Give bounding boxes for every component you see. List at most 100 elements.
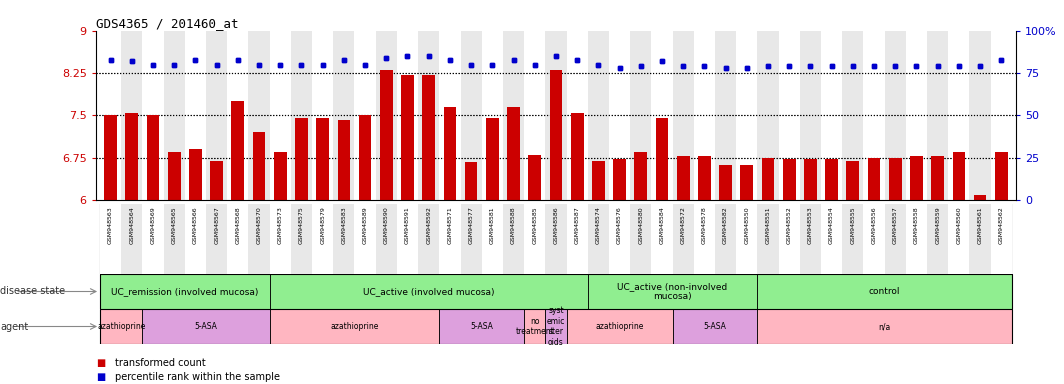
Bar bbox=[566, 309, 672, 344]
Bar bbox=[168, 152, 181, 200]
Bar bbox=[439, 309, 525, 344]
Bar bbox=[884, 204, 905, 274]
Bar bbox=[185, 204, 206, 274]
Bar bbox=[931, 156, 944, 200]
Text: GSM948577: GSM948577 bbox=[468, 206, 473, 244]
Bar bbox=[995, 152, 1008, 200]
Text: GSM948582: GSM948582 bbox=[724, 206, 728, 244]
Text: GSM948554: GSM948554 bbox=[829, 206, 834, 244]
Bar bbox=[461, 204, 482, 274]
Text: GSM948555: GSM948555 bbox=[850, 206, 855, 244]
Bar bbox=[910, 156, 922, 200]
Bar bbox=[444, 107, 456, 200]
Bar bbox=[867, 158, 880, 200]
Bar bbox=[376, 31, 397, 200]
Bar bbox=[843, 204, 863, 274]
Text: GSM948559: GSM948559 bbox=[935, 206, 941, 244]
Text: UC_remission (involved mucosa): UC_remission (involved mucosa) bbox=[111, 287, 259, 296]
Bar bbox=[444, 107, 456, 200]
Text: GSM948574: GSM948574 bbox=[596, 206, 601, 244]
Bar bbox=[482, 31, 503, 200]
Bar bbox=[931, 156, 944, 200]
Bar bbox=[100, 274, 269, 309]
Text: azathioprine: azathioprine bbox=[330, 322, 379, 331]
Bar bbox=[779, 204, 800, 274]
Bar bbox=[529, 155, 542, 200]
Bar bbox=[587, 274, 758, 309]
Text: GSM948576: GSM948576 bbox=[617, 206, 622, 244]
Bar bbox=[566, 204, 587, 274]
Text: GSM948572: GSM948572 bbox=[681, 206, 685, 244]
Bar bbox=[758, 204, 779, 274]
Text: syst
emic
ster
oids: syst emic ster oids bbox=[547, 306, 565, 347]
Bar bbox=[888, 158, 901, 200]
Bar bbox=[143, 204, 164, 274]
Bar bbox=[719, 165, 732, 200]
Bar bbox=[439, 31, 461, 200]
Bar bbox=[762, 158, 775, 200]
Text: GSM948568: GSM948568 bbox=[235, 206, 240, 244]
Bar bbox=[991, 204, 1012, 274]
Text: ■: ■ bbox=[96, 372, 105, 382]
Bar bbox=[741, 165, 753, 200]
Bar bbox=[316, 118, 329, 200]
Bar bbox=[719, 165, 732, 200]
Text: GSM948552: GSM948552 bbox=[786, 206, 792, 244]
Bar bbox=[121, 204, 143, 274]
Text: GSM948571: GSM948571 bbox=[447, 206, 452, 244]
Bar bbox=[126, 113, 138, 200]
Bar bbox=[592, 161, 604, 200]
Bar bbox=[100, 204, 121, 274]
Bar bbox=[147, 116, 160, 200]
Bar bbox=[104, 116, 117, 200]
Bar bbox=[948, 204, 969, 274]
Bar bbox=[826, 159, 838, 200]
Bar bbox=[634, 152, 647, 200]
Bar bbox=[312, 204, 333, 274]
Bar bbox=[821, 204, 843, 274]
Bar bbox=[546, 309, 566, 344]
Bar bbox=[587, 31, 609, 200]
Bar bbox=[672, 309, 758, 344]
Bar bbox=[380, 70, 393, 200]
Bar bbox=[164, 31, 185, 200]
Text: ■: ■ bbox=[96, 358, 105, 368]
Bar bbox=[354, 204, 376, 274]
Bar bbox=[910, 156, 922, 200]
Bar bbox=[888, 158, 901, 200]
Bar bbox=[189, 149, 202, 200]
Bar bbox=[503, 31, 525, 200]
Text: 5-ASA: 5-ASA bbox=[470, 322, 493, 331]
Text: GSM948584: GSM948584 bbox=[660, 206, 665, 244]
Bar bbox=[354, 31, 376, 200]
Bar bbox=[143, 31, 164, 200]
Bar bbox=[698, 156, 711, 200]
Bar bbox=[269, 204, 290, 274]
Bar bbox=[376, 204, 397, 274]
Bar bbox=[927, 204, 948, 274]
Bar bbox=[715, 31, 736, 200]
Text: GSM948581: GSM948581 bbox=[489, 206, 495, 244]
Text: agent: agent bbox=[0, 321, 29, 331]
Bar bbox=[486, 118, 499, 200]
Bar bbox=[503, 204, 525, 274]
Bar bbox=[800, 31, 821, 200]
Bar bbox=[694, 204, 715, 274]
Bar bbox=[566, 31, 587, 200]
Text: GSM948560: GSM948560 bbox=[957, 206, 962, 244]
Bar bbox=[758, 274, 1012, 309]
Text: GSM948566: GSM948566 bbox=[193, 206, 198, 244]
Bar bbox=[651, 204, 672, 274]
Bar bbox=[104, 116, 117, 200]
Bar bbox=[126, 113, 138, 200]
Bar bbox=[529, 155, 542, 200]
Text: GSM948585: GSM948585 bbox=[532, 206, 537, 244]
Bar bbox=[826, 159, 838, 200]
Bar bbox=[609, 31, 630, 200]
Bar bbox=[758, 309, 1012, 344]
Bar bbox=[486, 118, 499, 200]
Bar bbox=[952, 152, 965, 200]
Text: GSM948550: GSM948550 bbox=[745, 206, 749, 244]
Bar bbox=[508, 107, 520, 200]
Bar bbox=[100, 31, 121, 200]
